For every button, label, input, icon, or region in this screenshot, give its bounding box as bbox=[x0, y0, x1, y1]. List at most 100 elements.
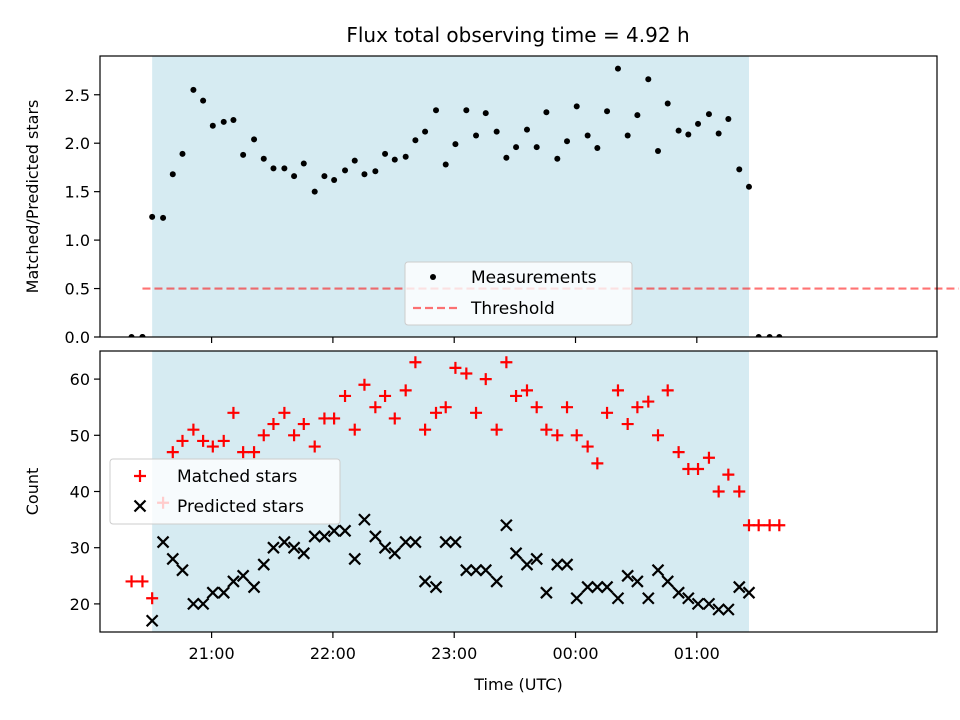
measurement-point bbox=[543, 109, 550, 116]
matched-star-point bbox=[702, 451, 715, 464]
matched-star-point bbox=[227, 406, 240, 419]
matched-star-point bbox=[551, 429, 564, 442]
matched-star-point bbox=[278, 406, 291, 419]
legend-predicted-marker bbox=[133, 499, 147, 513]
predicted-star-point bbox=[712, 603, 725, 616]
predicted-star-point bbox=[611, 592, 625, 605]
legend-measurement-marker bbox=[430, 274, 436, 280]
matched-star-point bbox=[570, 429, 583, 442]
predicted-star-point bbox=[338, 524, 352, 538]
predicted-star-point bbox=[560, 558, 574, 571]
measurement-point bbox=[594, 145, 601, 152]
y-tick-label: 60 bbox=[70, 370, 90, 389]
matched-star-point bbox=[197, 434, 210, 447]
legend-label-threshold: Threshold bbox=[470, 299, 555, 319]
matched-star-point bbox=[621, 418, 634, 431]
measurement-point bbox=[776, 334, 783, 337]
matched-star-point bbox=[591, 457, 604, 470]
measurement-point bbox=[149, 213, 156, 220]
matched-star-point bbox=[692, 463, 705, 476]
y-tick-label: 30 bbox=[70, 539, 90, 558]
matched-star-point bbox=[642, 395, 655, 408]
measurement-point bbox=[766, 334, 773, 337]
measurement-point bbox=[463, 107, 470, 114]
matched-star-point bbox=[510, 389, 523, 402]
predicted-star-point bbox=[166, 552, 180, 566]
measurement-point bbox=[705, 111, 712, 118]
measurement-point bbox=[573, 103, 580, 110]
matched-star-point bbox=[217, 434, 230, 447]
matched-star-point bbox=[257, 429, 270, 442]
measurement-point bbox=[391, 156, 398, 163]
predicted-star-point bbox=[520, 558, 534, 571]
measurement-point bbox=[523, 126, 530, 133]
predicted-star-point bbox=[297, 547, 311, 560]
matched-star-point bbox=[773, 519, 786, 532]
measurement-point bbox=[422, 128, 429, 135]
measurement-point bbox=[200, 97, 207, 104]
measurement-point bbox=[342, 167, 349, 174]
matched-star-point bbox=[611, 384, 624, 397]
predicted-star-point bbox=[651, 563, 665, 577]
matched-star-point bbox=[439, 401, 452, 414]
matched-star-point bbox=[419, 423, 432, 436]
chart-title: Flux total observing time = 4.92 h bbox=[346, 23, 689, 47]
measurement-point bbox=[755, 334, 762, 337]
matched-star-point bbox=[652, 429, 664, 442]
measurement-point bbox=[291, 173, 298, 180]
measurement-point bbox=[736, 166, 743, 173]
predicted-star-point bbox=[642, 592, 655, 605]
predicted-star-point bbox=[682, 592, 695, 605]
measurement-point bbox=[655, 147, 661, 154]
measurement-point bbox=[402, 153, 409, 160]
matched-star-point bbox=[752, 519, 765, 532]
measurement-point bbox=[482, 110, 489, 117]
predicted-star-point bbox=[308, 530, 321, 543]
predicted-star-point bbox=[479, 563, 493, 577]
x-tick-label: 22:00 bbox=[310, 644, 356, 663]
measurement-point bbox=[331, 177, 338, 184]
y-tick-label: 2.5 bbox=[65, 86, 90, 105]
y-tick-label: 0.0 bbox=[65, 328, 90, 347]
matched-star-point bbox=[712, 485, 725, 498]
predicted-star-point bbox=[399, 535, 412, 549]
matched-star-point bbox=[267, 418, 280, 431]
measurement-point bbox=[190, 86, 197, 93]
matched-star-point bbox=[520, 384, 533, 397]
predicted-star-point bbox=[600, 580, 614, 594]
plot-area bbox=[125, 356, 786, 628]
matched-star-point bbox=[328, 412, 341, 425]
matched-star-point bbox=[369, 401, 382, 414]
measurement-point bbox=[513, 144, 520, 151]
y-tick-label: 20 bbox=[70, 595, 90, 614]
predicted-star-point bbox=[267, 541, 280, 554]
legend: Matched stars Predicted stars bbox=[109, 458, 341, 525]
measurement-point bbox=[351, 157, 358, 164]
predicted-star-point bbox=[460, 563, 473, 577]
matched-star-point bbox=[479, 373, 492, 386]
predicted-star-point bbox=[378, 541, 392, 554]
matched-star-point bbox=[308, 440, 321, 453]
measurement-point bbox=[361, 171, 368, 178]
measurement-point bbox=[614, 65, 621, 72]
matched-star-point bbox=[581, 440, 594, 453]
measurement-point bbox=[433, 107, 440, 114]
measurement-point bbox=[382, 150, 389, 157]
x-tick-label: 23:00 bbox=[431, 644, 477, 663]
matched-star-point bbox=[399, 384, 412, 397]
predicted-star-point bbox=[369, 530, 382, 543]
matched-star-point bbox=[166, 446, 179, 459]
measurement-point bbox=[503, 154, 510, 161]
measurement-point bbox=[645, 76, 652, 83]
predicted-star-point bbox=[702, 597, 716, 611]
measurement-point bbox=[139, 334, 146, 337]
predicted-star-point bbox=[358, 513, 371, 526]
y-tick-label: 50 bbox=[70, 426, 90, 445]
measurement-point bbox=[664, 100, 671, 107]
predicted-star-point bbox=[661, 575, 674, 588]
measurement-point bbox=[179, 150, 186, 157]
measurement-point bbox=[270, 165, 277, 172]
matched-star-point bbox=[125, 575, 138, 588]
predicted-star-point bbox=[530, 552, 543, 566]
